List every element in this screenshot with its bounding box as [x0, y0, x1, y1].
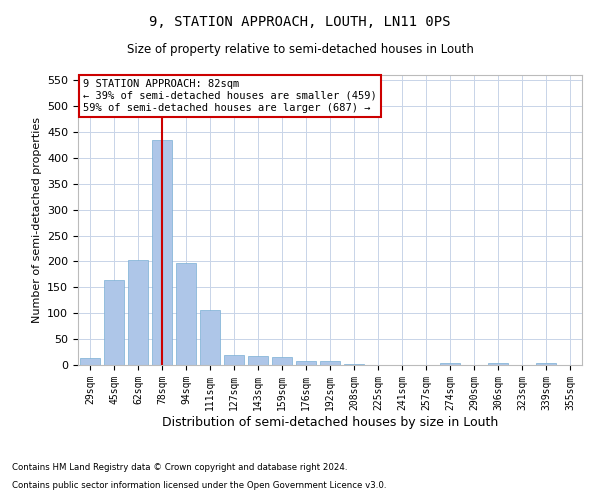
X-axis label: Distribution of semi-detached houses by size in Louth: Distribution of semi-detached houses by … [162, 416, 498, 428]
Bar [176, 263, 196, 365]
Bar [200, 310, 220, 365]
Bar [80, 358, 100, 365]
Bar [296, 362, 316, 365]
Bar [152, 140, 172, 365]
Text: Contains HM Land Registry data © Crown copyright and database right 2024.: Contains HM Land Registry data © Crown c… [12, 464, 347, 472]
Bar [104, 280, 124, 365]
Bar [128, 260, 148, 365]
Text: 9 STATION APPROACH: 82sqm
← 39% of semi-detached houses are smaller (459)
59% of: 9 STATION APPROACH: 82sqm ← 39% of semi-… [83, 80, 377, 112]
Bar [440, 363, 460, 365]
Bar [224, 355, 244, 365]
Text: 9, STATION APPROACH, LOUTH, LN11 0PS: 9, STATION APPROACH, LOUTH, LN11 0PS [149, 15, 451, 29]
Bar [536, 363, 556, 365]
Bar [248, 356, 268, 365]
Text: Contains public sector information licensed under the Open Government Licence v3: Contains public sector information licen… [12, 481, 386, 490]
Bar [488, 363, 508, 365]
Bar [272, 357, 292, 365]
Bar [344, 364, 364, 365]
Bar [320, 361, 340, 365]
Text: Size of property relative to semi-detached houses in Louth: Size of property relative to semi-detach… [127, 42, 473, 56]
Y-axis label: Number of semi-detached properties: Number of semi-detached properties [32, 117, 41, 323]
